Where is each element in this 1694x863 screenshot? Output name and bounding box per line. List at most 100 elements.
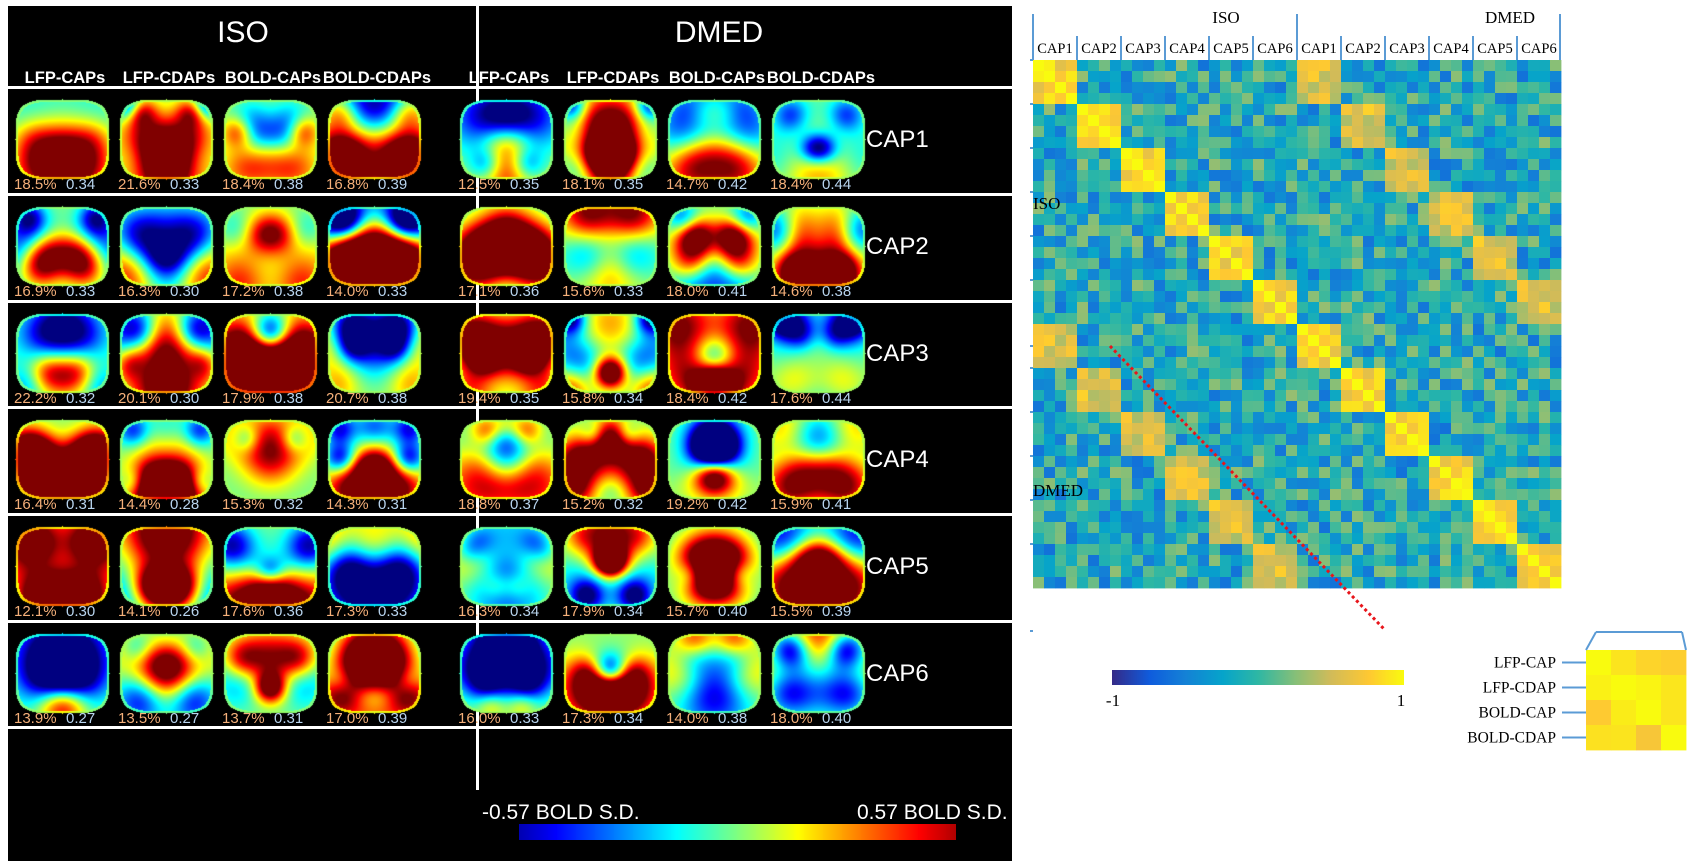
matrix-cell [1088,269,1100,281]
matrix-cell [1165,500,1177,512]
matrix-cell [1231,346,1243,358]
matrix-cell [1154,489,1166,501]
matrix-cell [1429,302,1441,314]
matrix-cell [1341,533,1353,545]
matrix-cell [1374,401,1386,413]
matrix-cell [1440,324,1452,336]
matrix-cell [1319,181,1331,193]
matrix-cell [1330,82,1342,94]
matrix-cell [1209,313,1221,325]
matrix-cell [1275,225,1287,237]
matrix-cell [1396,401,1408,413]
matrix-cell [1176,368,1188,380]
matrix-cell [1055,159,1067,171]
matrix-cell [1044,555,1056,567]
matrix-cell [1110,423,1122,435]
matrix-cell [1198,335,1210,347]
matrix-cell [1253,203,1265,215]
matrix-cell [1341,104,1353,116]
matrix-cell [1110,434,1122,446]
matrix-cell [1220,181,1232,193]
cap-map-dmed-cap6-bold-caps [664,630,764,716]
matrix-cell [1550,137,1562,149]
matrix-cell [1055,478,1067,490]
matrix-cell [1528,445,1540,457]
cap-map-dmed-cap3-bold-caps [664,310,764,396]
matrix-cell [1253,214,1265,226]
matrix-cell [1154,566,1166,578]
matrix-cell [1418,346,1430,358]
colorbar-max-label: 0.57 BOLD S.D. [857,801,1008,824]
matrix-cell [1154,203,1166,215]
matrix-cell [1407,522,1419,534]
matrix-cell [1539,489,1551,501]
matrix-cell [1308,357,1320,369]
matrix-cell [1506,137,1518,149]
matrix-cell [1418,357,1430,369]
matrix-cell [1242,324,1254,336]
matrix-cell [1286,115,1298,127]
matrix-cell [1462,390,1474,402]
matrix-cell [1242,313,1254,325]
matrix-cell [1088,236,1100,248]
matrix-cell [1099,203,1111,215]
matrix-cell [1143,544,1155,556]
matrix-cell [1495,258,1507,270]
matrix-cell [1484,214,1496,226]
matrix-cell [1264,126,1276,138]
matrix-cell [1121,566,1133,578]
sd-value: 0.35 [510,390,540,407]
matrix-cell [1121,522,1133,534]
matrix-cell [1385,478,1397,490]
matrix-cell [1253,104,1265,116]
matrix-cell [1407,258,1419,270]
matrix-cell [1176,544,1188,556]
matrix-cell [1396,335,1408,347]
matrix-cell [1077,313,1089,325]
matrix-cell [1275,357,1287,369]
matrix-cell [1407,313,1419,325]
matrix-cell [1319,280,1331,292]
matrix-cell [1242,192,1254,204]
matrix-cell [1231,522,1243,534]
matrix-cell [1121,379,1133,391]
matrix-cell [1451,390,1463,402]
matrix-cell [1286,269,1298,281]
matrix-cell [1220,302,1232,314]
matrix-cell [1484,368,1496,380]
matrix-cell [1077,148,1089,160]
matrix-cell [1341,324,1353,336]
matrix-cell [1154,159,1166,171]
matrix-cell [1088,104,1100,116]
matrix-cell [1506,335,1518,347]
occurrence-value: 14.7% [666,176,709,193]
matrix-cell [1033,401,1045,413]
matrix-cell [1374,346,1386,358]
matrix-cell [1352,434,1364,446]
matrix-cell [1341,313,1353,325]
matrix-cell [1121,280,1133,292]
matrix-cell [1517,280,1529,292]
matrix-cell [1484,236,1496,248]
matrix-cell [1044,313,1056,325]
matrix-cell [1517,148,1529,160]
matrix-cell [1055,126,1067,138]
matrix-cell [1407,192,1419,204]
matrix-cell [1462,313,1474,325]
cap-map-dmed-cap6-bold-cdaps [768,630,868,716]
sd-value: 0.36 [274,603,304,620]
matrix-cell [1044,192,1056,204]
matrix-cell [1385,423,1397,435]
matrix-cell [1550,500,1562,512]
matrix-cell [1550,489,1562,501]
matrix-cell [1198,346,1210,358]
matrix-cell [1429,555,1441,567]
matrix-cell [1363,401,1375,413]
matrix-cell [1099,82,1111,94]
matrix-cell [1363,346,1375,358]
matrix-cell [1396,104,1408,116]
matrix-cell [1077,456,1089,468]
matrix-cell [1110,137,1122,149]
matrix-cell [1429,280,1441,292]
matrix-cell [1275,368,1287,380]
